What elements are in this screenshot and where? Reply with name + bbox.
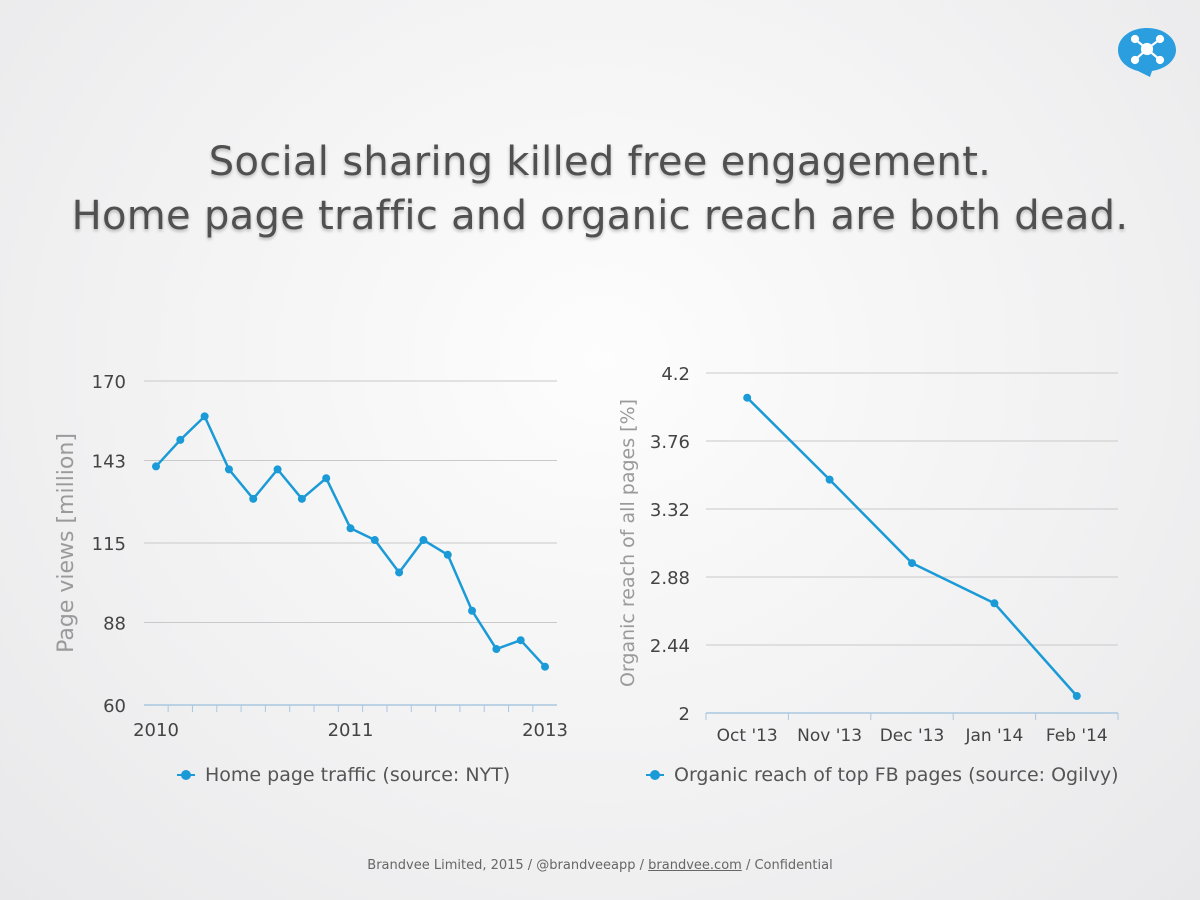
data-point	[443, 550, 452, 559]
y-tick-label: 3.32	[650, 500, 690, 521]
x-tick-label: Oct '13	[717, 726, 778, 746]
footer: Brandvee Limited, 2015 / @brandveeapp / …	[0, 858, 1200, 873]
y-tick-label: 2.44	[650, 636, 690, 657]
data-point	[346, 524, 355, 533]
legend-home-page-traffic: Home page traffic (source: NYT)	[177, 764, 510, 786]
data-point	[200, 412, 209, 421]
organic-reach-chart: 2 2.44 2.88 3.32 3.76 4.2 Oct '13 Nov '13 Dec '1…	[617, 364, 1119, 746]
y-tick-label: 2.88	[650, 568, 690, 589]
x-tick-label: Nov '13	[797, 726, 862, 746]
data-point	[516, 636, 525, 645]
data-point	[224, 465, 233, 474]
data-point	[468, 606, 477, 615]
y-tick-label: 170	[92, 372, 126, 393]
legend-marker	[646, 770, 664, 780]
title-line-2: Home page traffic and organic reach are …	[71, 193, 1129, 239]
page-views-chart: 60 88 115 143 170 2010 2011 2013 Page views [mil…	[54, 372, 568, 741]
data-point	[825, 475, 834, 484]
series-line-organic-reach	[746, 396, 1078, 697]
x-tick-label: Feb '14	[1046, 726, 1108, 746]
legend-marker	[177, 770, 195, 780]
data-point	[249, 494, 258, 503]
x-tick-label: 2013	[522, 720, 568, 741]
data-point	[541, 662, 549, 671]
x-tick-label: Dec '13	[880, 726, 945, 746]
y-tick-label: 143	[92, 452, 126, 473]
data-point	[1072, 692, 1081, 700]
x-tick-label: 2010	[133, 720, 179, 741]
legend-label: Organic reach of top FB pages (source: O…	[674, 764, 1119, 786]
y-tick-label: 2	[679, 704, 690, 725]
y-tick-label: 88	[103, 614, 126, 635]
legend-organic-reach: Organic reach of top FB pages (source: O…	[646, 764, 1119, 786]
footer-website-link[interactable]: brandvee.com	[648, 858, 742, 873]
data-point	[395, 568, 404, 577]
title-line-1: Social sharing killed free engagement.	[208, 139, 992, 185]
data-point	[152, 462, 160, 471]
data-point	[908, 559, 916, 568]
x-tick-label: Jan '14	[964, 726, 1023, 746]
data-point	[990, 599, 999, 608]
y-tick-label: 60	[103, 696, 126, 717]
data-point	[492, 645, 501, 654]
x-tick-label: 2011	[328, 720, 374, 741]
data-point	[419, 536, 428, 545]
footer-text-end: / Confidential	[741, 858, 833, 873]
y-axis-label: Page views [million]	[54, 433, 79, 653]
y-axis-label: Organic reach of all pages [%]	[617, 399, 639, 687]
y-tick-label: 4.2	[661, 364, 690, 385]
data-point	[297, 494, 306, 503]
legend-label: Home page traffic (source: NYT)	[205, 764, 511, 786]
data-point	[322, 474, 331, 483]
y-tick-label: 115	[92, 534, 126, 555]
network-speech-bubble-icon	[1118, 28, 1176, 77]
data-point	[743, 393, 752, 402]
y-tick-label: 3.76	[650, 432, 690, 453]
slide-title: Social sharing killed free engagement. H…	[0, 135, 1200, 243]
footer-text-start: Brandvee Limited, 2015 / @brandveeapp /	[367, 858, 649, 873]
data-point	[176, 435, 185, 444]
data-point	[370, 536, 379, 545]
data-point	[273, 465, 282, 474]
